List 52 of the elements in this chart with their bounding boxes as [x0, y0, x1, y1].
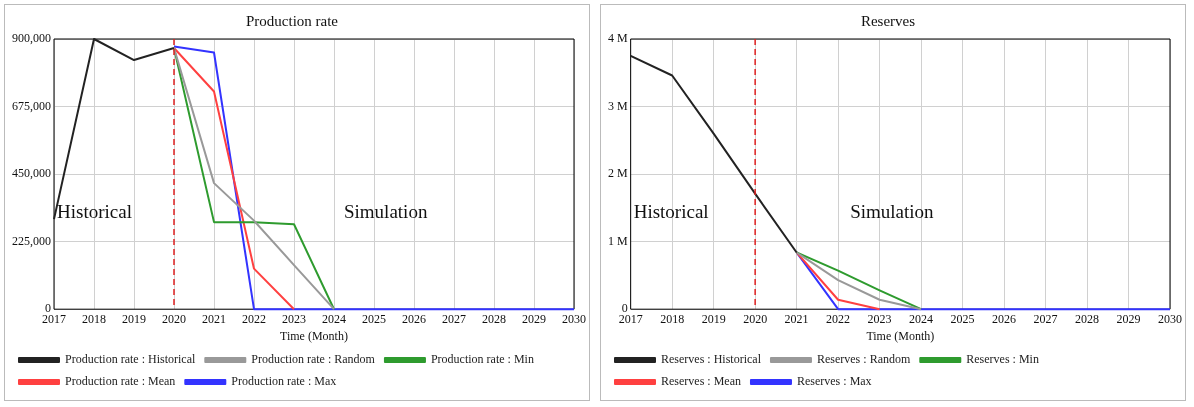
x-tick-label: 2029	[522, 311, 546, 326]
x-tick-label: 2026	[992, 311, 1017, 326]
chart-title: Production rate	[245, 12, 339, 29]
x-tick-label: 2021	[202, 311, 226, 326]
legend-label: Reserves : Mean	[661, 374, 741, 389]
x-tick-label: 2022	[242, 311, 266, 326]
y-tick-label: 1 M	[608, 233, 628, 248]
x-tick-label: 2019	[701, 311, 726, 326]
x-tick-label: 2018	[660, 311, 685, 326]
legend-label: Production rate : Mean	[65, 374, 176, 389]
chart-title: Reserves	[860, 12, 916, 29]
x-axis-title: Time (Month)	[866, 328, 935, 343]
x-tick-label: 2026	[402, 311, 426, 326]
legend-label: Production rate : Historical	[65, 352, 196, 367]
x-tick-label: 2028	[482, 311, 506, 326]
x-tick-label: 2025	[362, 311, 386, 326]
x-tick-label: 2021	[784, 311, 809, 326]
legend-label: Reserves : Min	[966, 352, 1039, 367]
x-tick-label: 2020	[743, 311, 768, 326]
legend-label: Reserves : Historical	[661, 352, 762, 367]
x-tick-label: 2030	[1158, 311, 1182, 326]
legend-label: Production rate : Random	[251, 352, 376, 367]
x-tick-label: 2029	[1116, 311, 1141, 326]
annotation: Historical	[57, 201, 132, 223]
y-tick-label: 2 M	[608, 166, 628, 181]
annotation: Simulation	[850, 201, 935, 223]
y-tick-label: 3 M	[608, 98, 628, 113]
annotation: Historical	[633, 201, 709, 223]
x-tick-label: 2028	[1075, 311, 1100, 326]
x-tick-label: 2024	[909, 311, 934, 326]
legend-label: Production rate : Max	[231, 374, 337, 389]
x-tick-label: 2018	[82, 311, 106, 326]
x-tick-label: 2023	[867, 311, 892, 326]
y-tick-label: 900,000	[12, 31, 51, 46]
legend-label: Reserves : Max	[796, 374, 872, 389]
x-tick-label: 2019	[122, 311, 146, 326]
x-axis-title: Time (Month)	[280, 328, 348, 343]
x-tick-label: 2024	[322, 311, 346, 326]
x-tick-label: 2025	[950, 311, 975, 326]
y-tick-label: 675,000	[12, 98, 51, 113]
x-tick-label: 2027	[1033, 311, 1058, 326]
y-tick-label: 4 M	[608, 31, 628, 46]
x-tick-label: 2022	[826, 311, 851, 326]
annotation: Simulation	[344, 201, 428, 223]
legend-label: Reserves : Random	[816, 352, 911, 367]
x-tick-label: 2027	[442, 311, 466, 326]
x-tick-label: 2030	[562, 311, 586, 326]
y-tick-label: 450,000	[12, 166, 51, 181]
legend-label: Production rate : Min	[430, 352, 534, 367]
y-tick-label: 225,000	[12, 233, 51, 248]
x-tick-label: 2020	[162, 311, 186, 326]
x-tick-label: 2023	[282, 311, 306, 326]
